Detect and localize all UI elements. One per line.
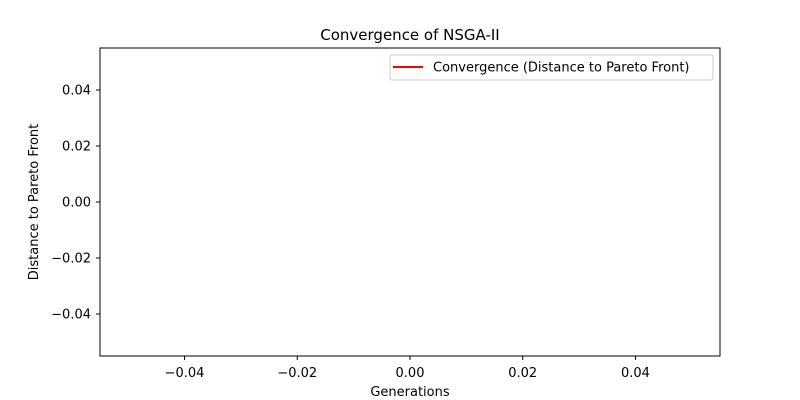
y-axis-label: Distance to Pareto Front [27, 124, 42, 281]
y-tick-label: −0.04 [51, 308, 91, 323]
x-tick-label: 0.04 [621, 366, 650, 381]
x-tick-label: −0.02 [277, 366, 317, 381]
x-tick-label: −0.04 [165, 366, 205, 381]
legend-box [389, 54, 714, 81]
y-tick-label: 0.04 [62, 84, 91, 99]
plot-area [99, 47, 721, 357]
y-tick-label: 0.00 [62, 196, 91, 211]
y-axis-ticks: −0.04 −0.02 0.00 0.02 0.04 [51, 84, 100, 323]
legend-series-label: Convergence (Distance to Pareto Front) [433, 61, 690, 76]
y-tick-label: 0.02 [62, 140, 91, 155]
chart-title: Convergence of NSGA-II [320, 26, 499, 44]
legend: Convergence (Distance to Pareto Front) [389, 54, 714, 81]
x-axis-label: Generations [370, 385, 450, 400]
y-tick-label: −0.02 [51, 252, 91, 267]
x-tick-label: 0.02 [508, 366, 537, 381]
x-axis-ticks: −0.04 −0.02 0.00 0.02 0.04 [165, 356, 650, 381]
x-tick-label: 0.00 [396, 366, 425, 381]
